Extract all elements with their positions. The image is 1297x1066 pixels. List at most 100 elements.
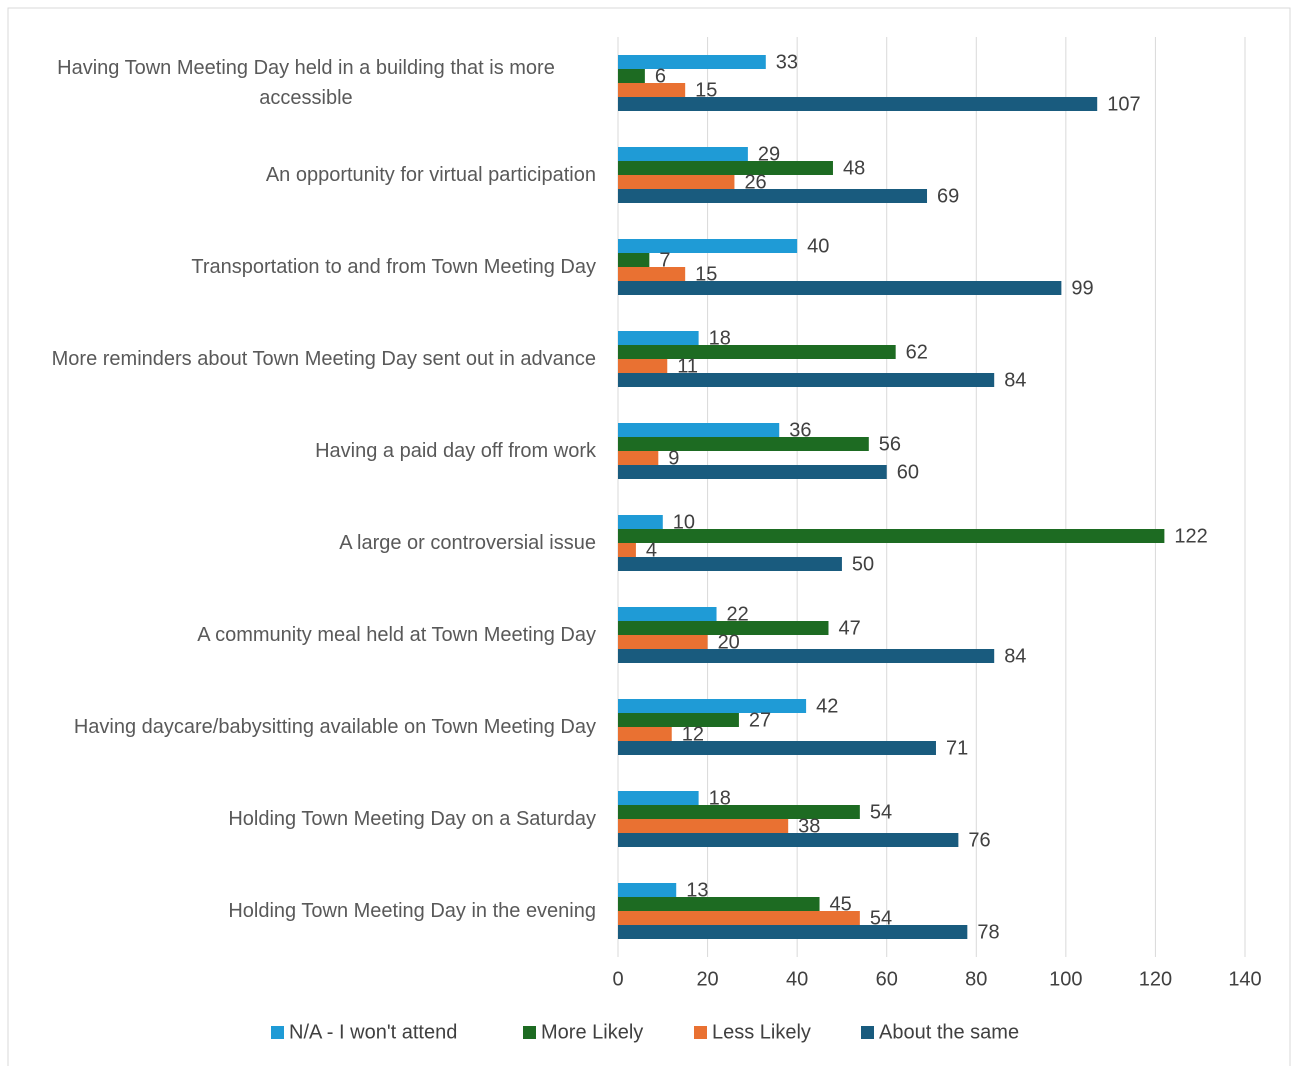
x-tick-label: 20 bbox=[696, 968, 718, 990]
bar bbox=[618, 465, 887, 479]
category-text: A large or controversial issue bbox=[339, 532, 596, 554]
category-text: Having Town Meeting Day held in a buildi… bbox=[57, 57, 555, 109]
bar bbox=[618, 437, 869, 451]
value-label: 6 bbox=[655, 65, 666, 87]
category-label: A large or controversial issue bbox=[339, 528, 596, 558]
legend-swatch bbox=[694, 1026, 707, 1039]
value-label: 18 bbox=[709, 787, 731, 809]
value-label: 99 bbox=[1071, 277, 1093, 299]
bar bbox=[618, 911, 860, 925]
bar bbox=[618, 713, 739, 727]
value-label: 62 bbox=[906, 341, 928, 363]
legend-label: About the same bbox=[879, 1021, 1019, 1043]
category-label: Holding Town Meeting Day in the evening bbox=[228, 896, 596, 926]
bar bbox=[618, 621, 829, 635]
category-label: Having a paid day off from work bbox=[315, 436, 596, 466]
category-text: Holding Town Meeting Day in the evening bbox=[228, 900, 596, 922]
bar bbox=[618, 649, 995, 663]
category-text: An opportunity for virtual participation bbox=[265, 164, 596, 186]
category-label: More reminders about Town Meeting Day se… bbox=[52, 344, 596, 374]
legend-label: N/A - I won't attend bbox=[289, 1021, 457, 1043]
category-label: Having Town Meeting Day held in a buildi… bbox=[16, 53, 596, 113]
bar bbox=[618, 189, 928, 203]
legend-swatch bbox=[523, 1026, 536, 1039]
bar bbox=[618, 529, 1165, 543]
bar bbox=[618, 423, 780, 437]
value-label: 20 bbox=[718, 631, 740, 653]
bar bbox=[618, 161, 833, 175]
bar bbox=[618, 55, 766, 69]
value-label: 18 bbox=[709, 327, 731, 349]
bar bbox=[618, 267, 686, 281]
bar bbox=[618, 607, 717, 621]
bar bbox=[618, 239, 798, 253]
category-text: Transportation to and from Town Meeting … bbox=[191, 256, 596, 278]
value-label: 45 bbox=[830, 893, 852, 915]
value-label: 56 bbox=[879, 433, 901, 455]
bar bbox=[618, 69, 645, 83]
chart-border bbox=[7, 7, 1291, 1066]
bar bbox=[618, 515, 663, 529]
value-label: 107 bbox=[1107, 93, 1140, 115]
bar bbox=[618, 925, 968, 939]
value-label: 10 bbox=[673, 511, 695, 533]
bar bbox=[618, 345, 896, 359]
value-label: 13 bbox=[686, 879, 708, 901]
value-label: 27 bbox=[749, 709, 771, 731]
category-label: A community meal held at Town Meeting Da… bbox=[197, 620, 596, 650]
value-label: 15 bbox=[695, 79, 717, 101]
value-label: 22 bbox=[727, 603, 749, 625]
x-tick-label: 0 bbox=[612, 968, 623, 990]
value-label: 4 bbox=[646, 539, 657, 561]
bar bbox=[618, 699, 807, 713]
category-label: Transportation to and from Town Meeting … bbox=[191, 252, 596, 282]
x-tick-label: 60 bbox=[876, 968, 898, 990]
value-label: 33 bbox=[776, 51, 798, 73]
bar bbox=[618, 147, 748, 161]
value-label: 78 bbox=[977, 921, 999, 943]
value-label: 26 bbox=[744, 171, 766, 193]
value-label: 60 bbox=[897, 461, 919, 483]
bar bbox=[618, 281, 1062, 295]
bar bbox=[618, 833, 959, 847]
bar bbox=[618, 451, 659, 465]
bar bbox=[618, 791, 699, 805]
bar bbox=[618, 359, 668, 373]
bar bbox=[618, 741, 936, 755]
bar bbox=[618, 727, 672, 741]
x-tick-label: 40 bbox=[786, 968, 808, 990]
value-label: 36 bbox=[789, 419, 811, 441]
value-label: 69 bbox=[937, 185, 959, 207]
category-text: More reminders about Town Meeting Day se… bbox=[51, 348, 596, 370]
value-label: 11 bbox=[677, 355, 698, 377]
legend-swatch bbox=[861, 1026, 874, 1039]
bar bbox=[618, 557, 842, 571]
category-label: An opportunity for virtual participation bbox=[266, 160, 596, 190]
value-label: 7 bbox=[659, 249, 670, 271]
bar bbox=[618, 83, 686, 97]
value-label: 29 bbox=[758, 143, 780, 165]
value-label: 84 bbox=[1004, 645, 1026, 667]
category-text: Having a paid day off from work bbox=[315, 440, 596, 462]
bar bbox=[618, 97, 1098, 111]
bar bbox=[618, 331, 699, 345]
value-label: 48 bbox=[843, 157, 865, 179]
value-label: 50 bbox=[852, 553, 874, 575]
category-text: Holding Town Meeting Day on a Saturday bbox=[228, 808, 596, 830]
legend-swatch bbox=[271, 1026, 284, 1039]
value-label: 42 bbox=[816, 695, 838, 717]
legend-label: Less Likely bbox=[712, 1021, 811, 1043]
category-label: Holding Town Meeting Day on a Saturday bbox=[228, 804, 596, 834]
category-text: Having daycare/babysitting available on … bbox=[73, 716, 596, 738]
bar bbox=[618, 373, 995, 387]
value-label: 40 bbox=[807, 235, 829, 257]
value-label: 15 bbox=[695, 263, 717, 285]
bar bbox=[618, 805, 860, 819]
bar bbox=[618, 635, 708, 649]
bar bbox=[618, 253, 650, 267]
bar bbox=[618, 175, 735, 189]
value-label: 54 bbox=[870, 801, 892, 823]
x-tick-label: 80 bbox=[965, 968, 987, 990]
